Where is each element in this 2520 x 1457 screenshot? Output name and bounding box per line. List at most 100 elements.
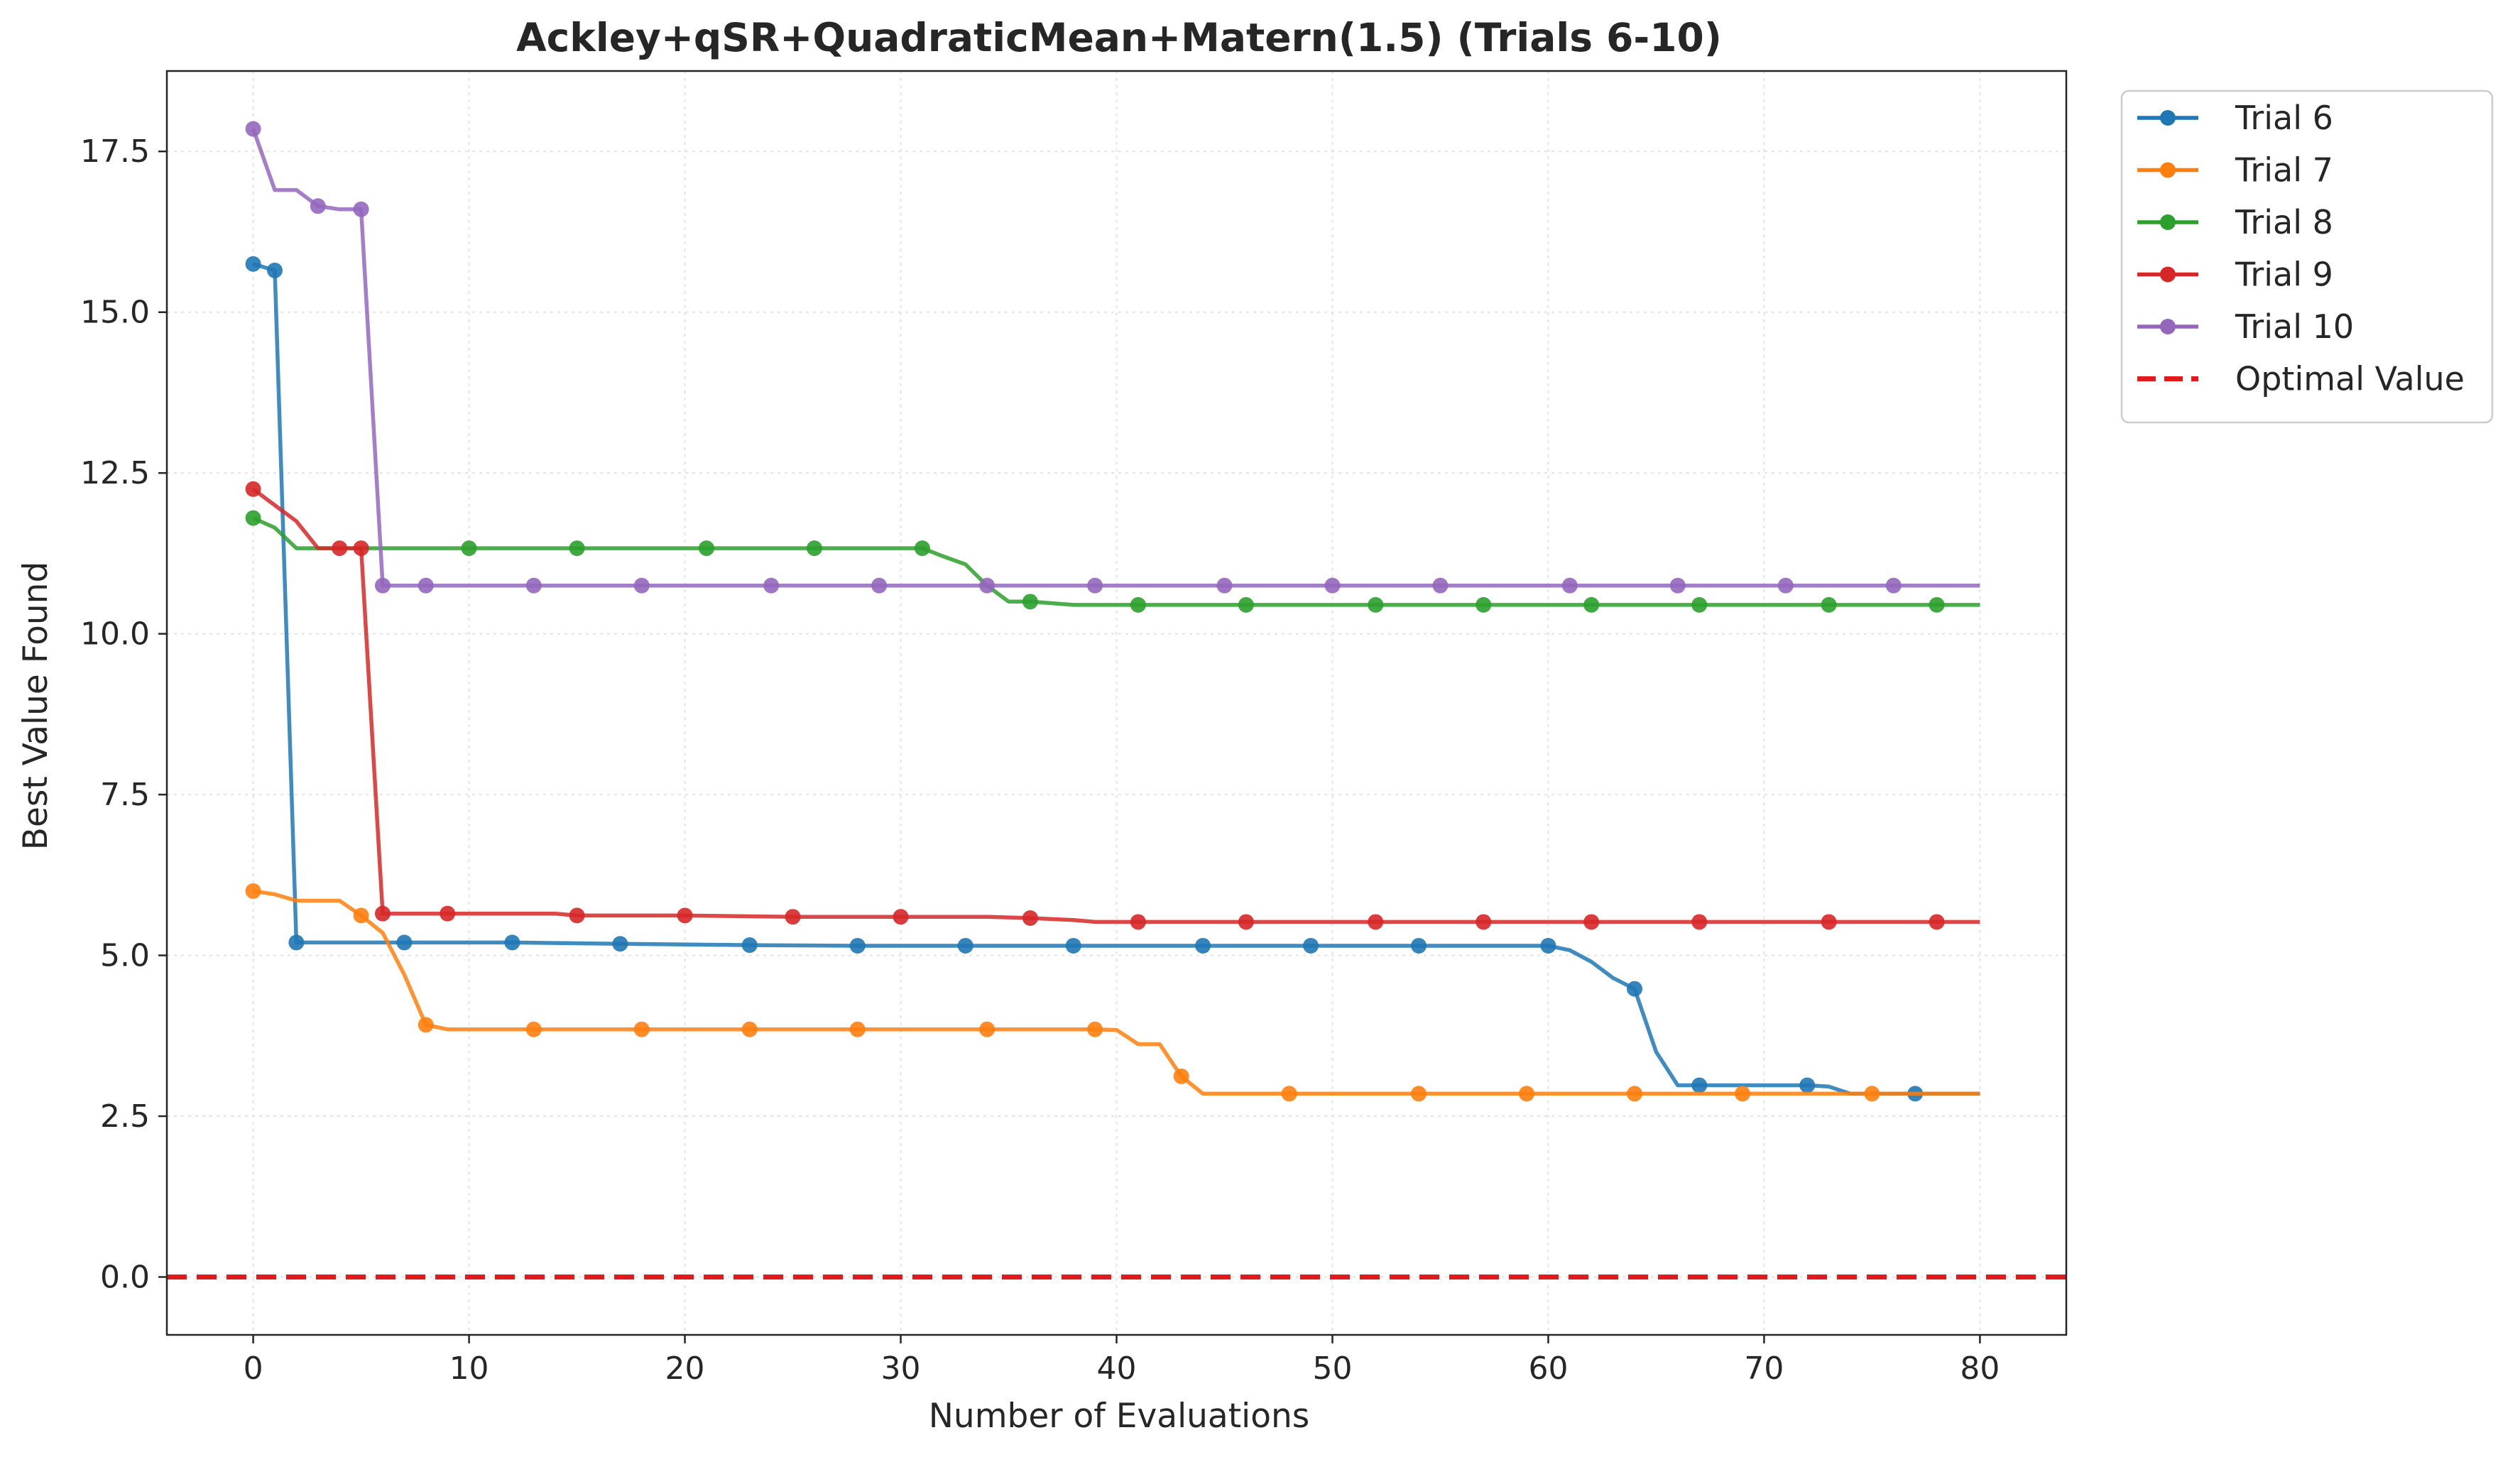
data-point (310, 198, 326, 214)
data-point (1238, 914, 1254, 930)
legend-label: Optimal Value (2235, 360, 2465, 398)
data-point (525, 577, 542, 594)
data-point (957, 937, 973, 954)
data-point (871, 577, 888, 594)
data-point (1411, 937, 1427, 954)
data-point (288, 934, 305, 951)
data-point (418, 577, 434, 594)
data-point (1432, 577, 1449, 594)
data-point (1087, 1021, 1103, 1037)
data-point (785, 909, 801, 925)
x-tick-label: 60 (1528, 1350, 1568, 1387)
data-point (849, 1021, 866, 1037)
data-point (1821, 914, 1837, 930)
series-trial-9 (245, 481, 1980, 930)
data-point (633, 577, 650, 594)
data-point (245, 121, 261, 137)
data-point (1022, 910, 1038, 927)
data-point (1238, 596, 1254, 613)
data-point (1368, 914, 1384, 930)
data-point (353, 540, 369, 557)
legend-item: Optimal Value (2137, 360, 2465, 398)
series-line (253, 889, 1980, 1096)
data-point (1627, 981, 1643, 997)
data-point (1691, 596, 1708, 613)
series-layer (167, 121, 2066, 1279)
legend-label: Trial 6 (2235, 99, 2333, 137)
data-point (1669, 577, 1686, 594)
data-point (612, 936, 628, 952)
data-point (569, 540, 585, 557)
data-point (1583, 914, 1600, 930)
legend-marker (2160, 266, 2176, 283)
legend-item: Trial 9 (2137, 256, 2333, 294)
data-point (1735, 1086, 1751, 1102)
legend-item: Trial 10 (2137, 307, 2354, 346)
data-point (1864, 1086, 1880, 1102)
y-tick-label: 0.0 (100, 1259, 150, 1295)
legend-label: Trial 7 (2235, 151, 2333, 190)
data-point (525, 1021, 542, 1037)
y-tick-label: 5.0 (100, 938, 150, 974)
data-point (1173, 1068, 1189, 1084)
y-axis: 0.0 2.5 5.0 7.5 10.0 12.5 15.0 17.5 (80, 133, 167, 1295)
data-point (1691, 1077, 1708, 1093)
data-point (979, 1021, 996, 1037)
data-point (266, 262, 283, 278)
data-point (1476, 914, 1492, 930)
series-trial-7 (245, 883, 1980, 1102)
data-point (1281, 1086, 1297, 1102)
data-point (1411, 1086, 1427, 1102)
legend-item: Trial 6 (2137, 99, 2333, 137)
x-tick-label: 30 (881, 1350, 921, 1387)
data-point (1583, 596, 1600, 613)
data-point (1324, 577, 1341, 594)
data-point (353, 201, 369, 217)
data-point (1476, 596, 1492, 613)
legend-marker (2160, 319, 2176, 334)
x-axis-label: Number of Evaluations (929, 1397, 1309, 1436)
data-point (440, 905, 456, 922)
data-point (332, 540, 348, 557)
data-point (914, 540, 930, 557)
x-tick-label: 0 (244, 1350, 263, 1387)
legend-item: Trial 8 (2137, 203, 2333, 241)
data-point (418, 1017, 434, 1033)
data-point (1540, 937, 1556, 954)
legend-box (2120, 89, 2494, 424)
y-tick-label: 2.5 (100, 1098, 150, 1135)
series-trial-8 (245, 510, 1980, 613)
data-point (763, 577, 780, 594)
x-tick-label: 10 (449, 1350, 489, 1387)
y-axis-label: Best Value Found (16, 562, 55, 851)
y-tick-label: 17.5 (80, 133, 150, 170)
data-point (1216, 577, 1233, 594)
data-point (1065, 937, 1081, 954)
data-point (1885, 577, 1902, 594)
x-tick-label: 50 (1312, 1350, 1352, 1387)
data-point (461, 540, 477, 557)
series-line (251, 128, 1980, 588)
data-point (1087, 577, 1103, 594)
legend-item: Trial 7 (2137, 151, 2333, 190)
data-point (806, 540, 822, 557)
x-tick-label: 80 (1960, 1350, 2000, 1387)
data-point (1022, 594, 1038, 610)
data-point (504, 934, 520, 951)
data-point (1130, 914, 1146, 930)
data-point (1821, 596, 1837, 613)
data-point (1691, 914, 1708, 930)
data-point (633, 1021, 650, 1037)
data-point (1303, 937, 1319, 954)
data-point (353, 907, 369, 924)
legend-label: Trial 8 (2235, 203, 2333, 241)
series-trial-10 (245, 121, 1980, 594)
data-point (849, 937, 866, 954)
data-point (245, 883, 261, 899)
data-point (1561, 577, 1578, 594)
data-point (1195, 937, 1211, 954)
data-point (698, 540, 714, 557)
data-point (741, 937, 758, 954)
y-tick-label: 7.5 (100, 777, 150, 813)
